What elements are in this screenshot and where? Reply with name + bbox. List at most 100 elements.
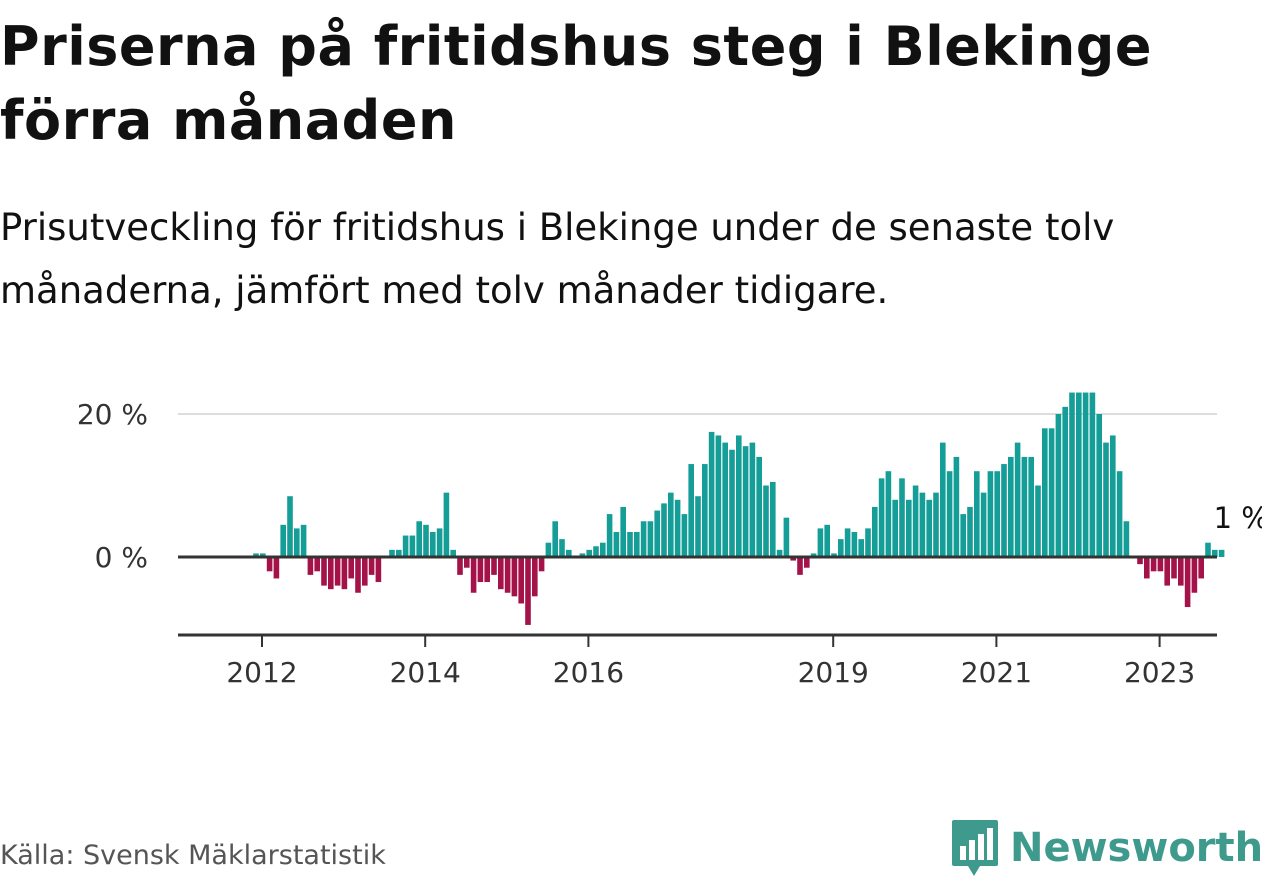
bar xyxy=(865,528,871,557)
bars xyxy=(253,392,1225,625)
bar xyxy=(1028,456,1034,557)
bar xyxy=(504,557,511,593)
bar xyxy=(375,557,382,583)
bar xyxy=(620,506,626,557)
bar xyxy=(804,557,810,568)
bar xyxy=(348,557,354,579)
bar xyxy=(763,485,769,557)
bar xyxy=(1164,557,1170,586)
bar xyxy=(647,521,654,557)
bar xyxy=(1137,557,1143,565)
bar xyxy=(409,535,416,557)
bar xyxy=(919,492,926,557)
y-tick-label: 0 % xyxy=(95,541,148,574)
bar xyxy=(545,542,552,557)
bar xyxy=(946,471,953,557)
bar xyxy=(287,496,293,557)
bar xyxy=(810,553,817,558)
bar xyxy=(1150,557,1157,572)
x-tick-label: 2012 xyxy=(226,656,297,689)
latest-value-label: 1 % xyxy=(1214,501,1262,535)
bar xyxy=(790,557,796,561)
bar xyxy=(1218,549,1225,557)
bar xyxy=(1205,542,1211,557)
bar xyxy=(634,531,640,557)
bar xyxy=(491,557,497,575)
bar xyxy=(1198,557,1204,579)
bar xyxy=(878,478,885,557)
bar xyxy=(552,521,558,557)
bar xyxy=(1157,557,1164,572)
bar xyxy=(566,549,572,557)
chart-title: Priserna på fritidshus steg i Blekinge f… xyxy=(0,15,1153,152)
bar xyxy=(1103,442,1109,557)
bar xyxy=(715,435,722,557)
bar xyxy=(940,442,946,557)
bar xyxy=(1076,392,1082,557)
bar xyxy=(1048,428,1055,557)
bar xyxy=(987,471,994,557)
x-tick-label: 2019 xyxy=(798,656,869,689)
bar xyxy=(770,481,776,557)
bar xyxy=(912,485,919,557)
bar xyxy=(749,442,756,557)
bar xyxy=(722,442,728,557)
bar xyxy=(824,524,830,557)
bar xyxy=(396,549,402,557)
bar xyxy=(702,464,708,557)
bar xyxy=(511,557,518,597)
bar xyxy=(525,557,531,625)
x-tick-label: 2023 xyxy=(1124,656,1195,689)
bar xyxy=(1062,406,1068,557)
bar xyxy=(1021,456,1028,557)
bar xyxy=(341,557,348,590)
bar xyxy=(321,557,327,586)
bar xyxy=(953,456,960,557)
bar xyxy=(1171,557,1177,579)
bar xyxy=(402,535,409,557)
bar xyxy=(926,499,932,557)
bar xyxy=(362,557,368,586)
bar xyxy=(640,521,647,557)
bar xyxy=(600,542,606,557)
bar xyxy=(484,557,490,583)
bar xyxy=(980,492,987,557)
bar xyxy=(851,531,858,557)
axes xyxy=(178,555,1217,637)
bar xyxy=(430,531,436,557)
bar xyxy=(831,553,837,558)
bar xyxy=(593,546,599,558)
bar xyxy=(994,471,1000,557)
bar xyxy=(736,435,742,557)
bar xyxy=(688,464,694,557)
bar xyxy=(416,521,422,557)
source-note: Källa: Svensk Mäklarstatistik xyxy=(0,840,386,871)
bar xyxy=(797,557,803,575)
bar xyxy=(579,553,586,558)
bar xyxy=(538,557,545,572)
bar xyxy=(1110,435,1116,557)
bar xyxy=(613,531,620,557)
bar xyxy=(674,499,681,557)
bar xyxy=(294,528,300,557)
bar xyxy=(967,506,973,557)
x-tick-label: 2014 xyxy=(390,656,461,689)
bar xyxy=(334,557,341,586)
bar xyxy=(1144,557,1150,579)
bar xyxy=(1191,557,1198,593)
bar xyxy=(253,553,259,558)
bar xyxy=(355,557,361,593)
bar xyxy=(559,539,565,558)
bar xyxy=(892,499,898,557)
bar xyxy=(1212,549,1218,557)
bar xyxy=(742,446,749,557)
y-axis-ticks: 0 % 20 % xyxy=(77,398,148,574)
bar xyxy=(899,478,905,557)
bar xyxy=(1082,392,1089,557)
bar xyxy=(627,531,633,557)
bar xyxy=(307,557,314,575)
bar xyxy=(586,549,592,557)
brand-logo: Newsworthy xyxy=(950,818,1262,878)
bar xyxy=(443,492,450,557)
bar xyxy=(783,517,790,558)
